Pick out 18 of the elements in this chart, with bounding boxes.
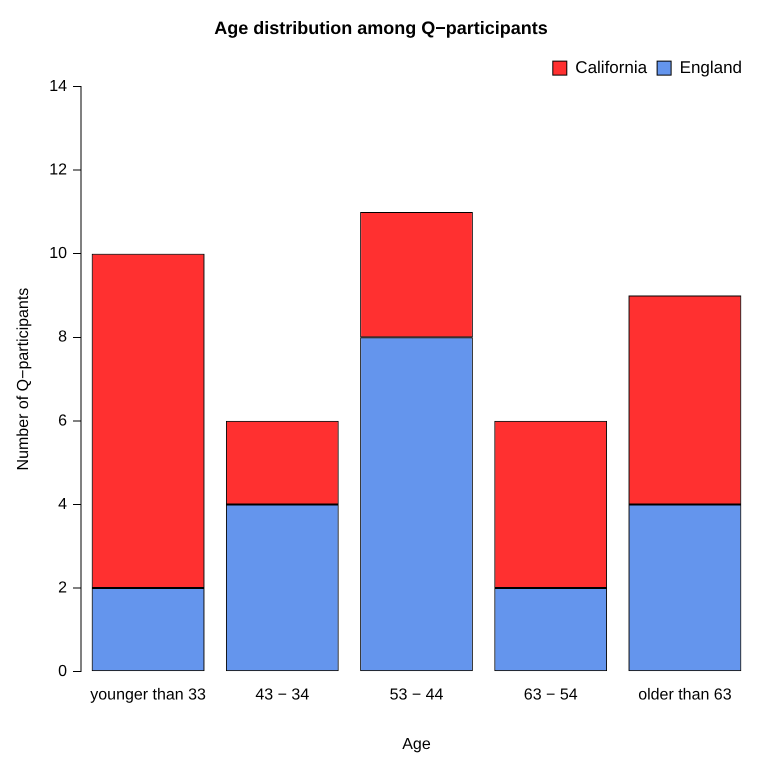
x-tick-label: 43 − 34 xyxy=(255,686,310,704)
y-tick-label: 4 xyxy=(58,496,68,513)
y-tick-label: 14 xyxy=(49,78,68,96)
chart-title: Age distribution among Q−participants xyxy=(214,18,548,38)
legend-label: California xyxy=(575,58,648,77)
y-tick-label: 2 xyxy=(58,579,68,596)
x-tick-label: 53 − 44 xyxy=(390,686,444,704)
x-tick-label: older than 63 xyxy=(638,686,732,704)
y-tick-label: 12 xyxy=(49,162,68,179)
y-tick-label: 8 xyxy=(58,328,68,346)
y-tick-label: 10 xyxy=(49,245,68,262)
x-axis-title: Age xyxy=(402,736,431,753)
y-axis-title: Number of Q−participants xyxy=(15,288,32,470)
x-tick-label: 63 − 54 xyxy=(524,686,578,704)
y-tick-label: 6 xyxy=(58,412,68,430)
legend-label: England xyxy=(680,58,742,77)
x-tick-label: younger than 33 xyxy=(90,686,206,704)
y-tick-label: 0 xyxy=(58,663,68,680)
